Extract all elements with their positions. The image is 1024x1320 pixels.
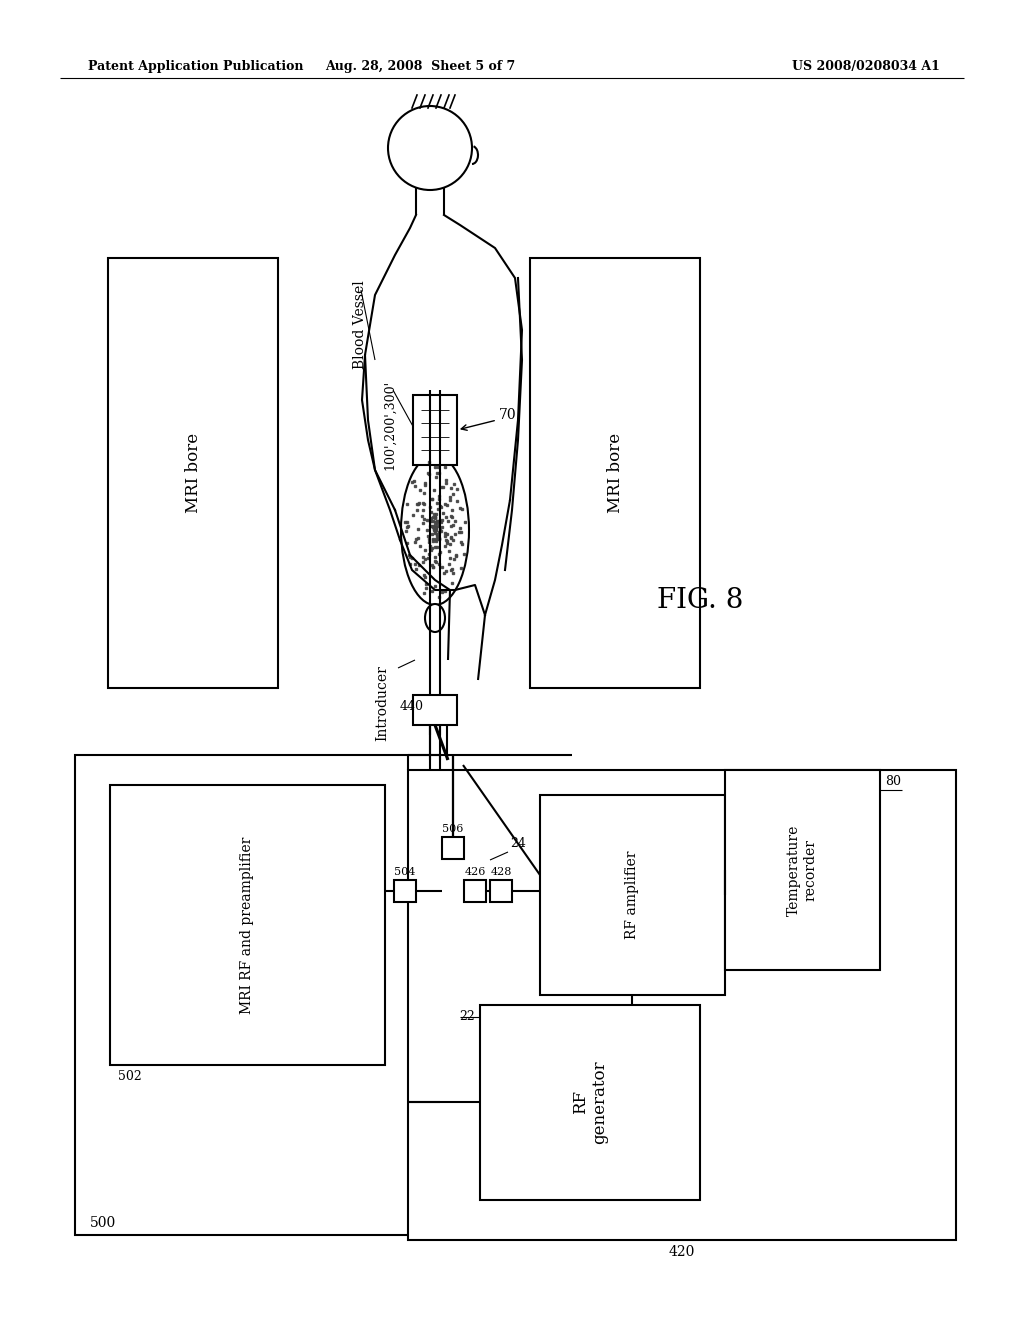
Text: MRI bore: MRI bore <box>184 433 202 513</box>
Text: 428: 428 <box>490 867 512 876</box>
Text: MRI bore: MRI bore <box>606 433 624 513</box>
Bar <box>413 395 457 465</box>
Ellipse shape <box>401 455 469 605</box>
Text: 502: 502 <box>118 1071 141 1082</box>
Text: Blood Vessel: Blood Vessel <box>353 280 367 368</box>
Bar <box>110 785 385 1065</box>
Bar <box>108 257 278 688</box>
Bar <box>540 795 725 995</box>
Text: RF amplifier: RF amplifier <box>625 851 639 940</box>
Bar <box>408 770 956 1239</box>
Bar <box>413 696 457 725</box>
Bar <box>530 257 700 688</box>
Text: FIG. 8: FIG. 8 <box>656 586 743 614</box>
Text: US 2008/0208034 A1: US 2008/0208034 A1 <box>793 59 940 73</box>
Ellipse shape <box>425 605 445 632</box>
Text: 440: 440 <box>400 700 424 713</box>
Text: 80: 80 <box>885 775 901 788</box>
Text: RF
generator: RF generator <box>571 1060 608 1144</box>
Text: 420: 420 <box>669 1245 695 1259</box>
Text: 70: 70 <box>499 408 517 422</box>
Circle shape <box>388 106 472 190</box>
Bar <box>725 770 880 970</box>
Text: 506: 506 <box>442 824 464 834</box>
Bar <box>490 880 512 902</box>
Text: 22: 22 <box>459 1010 475 1023</box>
Text: Introducer: Introducer <box>375 665 389 741</box>
Text: Temperature
recorder: Temperature recorder <box>786 824 817 916</box>
Text: 426: 426 <box>464 867 485 876</box>
Text: 500: 500 <box>90 1216 117 1230</box>
Bar <box>442 837 464 859</box>
Text: 504: 504 <box>394 867 416 876</box>
Text: Aug. 28, 2008  Sheet 5 of 7: Aug. 28, 2008 Sheet 5 of 7 <box>325 59 515 73</box>
Text: 100',200',300': 100',200',300' <box>384 380 396 470</box>
Text: MRI RF and preamplifier: MRI RF and preamplifier <box>240 837 254 1014</box>
Bar <box>394 880 416 902</box>
Text: 24: 24 <box>510 837 526 850</box>
Bar <box>464 880 486 902</box>
Text: Patent Application Publication: Patent Application Publication <box>88 59 303 73</box>
Bar <box>75 755 440 1236</box>
Bar <box>480 1005 700 1200</box>
